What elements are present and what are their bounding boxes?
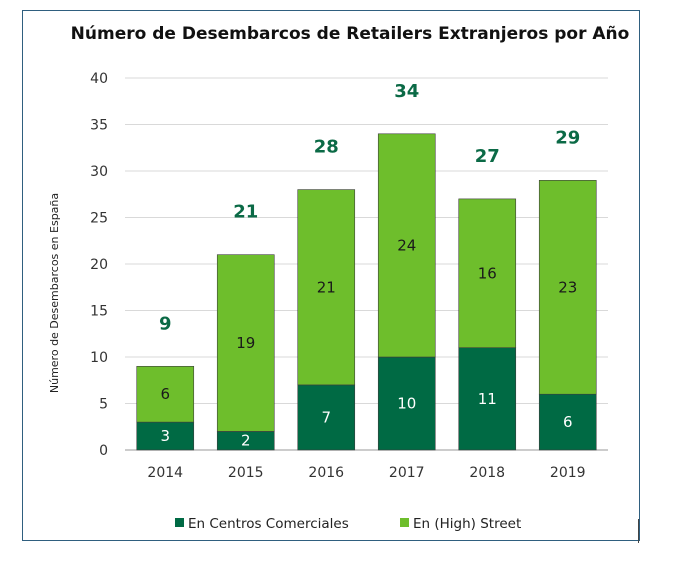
x-tick-label: 2016 [308, 465, 344, 481]
x-tick-label: 2019 [550, 465, 586, 481]
y-tick-label: 0 [99, 443, 108, 459]
x-tick-label: 2014 [147, 465, 183, 481]
x-tick-labels: 2014 2015 2016 2017 2018 2019 [147, 465, 585, 481]
bars: 3 6 9 2 19 21 7 21 28 10 24 34 11 16 27 6 23 29 [136, 81, 597, 451]
data-label-high-street: 23 [558, 278, 577, 296]
legend: En Centros Comerciales En (High) Street [175, 516, 521, 532]
data-label-centros-comerciales: 11 [478, 390, 497, 408]
x-tick-label: 2017 [389, 465, 425, 481]
bar-high-street [216, 254, 275, 432]
legend-label: En (High) Street [413, 516, 521, 532]
data-label-centros-comerciales: 7 [321, 408, 331, 426]
y-tick-label: 15 [90, 304, 108, 320]
total-label: 9 [159, 313, 172, 334]
data-label-high-street: 19 [236, 334, 255, 352]
data-label-high-street: 24 [397, 236, 416, 254]
legend-label: En Centros Comerciales [188, 516, 349, 532]
x-tick-label: 2015 [228, 465, 264, 481]
y-tick-label: 30 [90, 164, 108, 180]
bar-centros-comerciales [136, 421, 195, 451]
bar-high-street [538, 180, 597, 395]
gridlines [125, 77, 608, 451]
bar-high-street [458, 198, 517, 348]
frame-tick-mark [638, 519, 639, 543]
data-label-high-street: 16 [478, 264, 497, 282]
y-tick-label: 40 [90, 71, 108, 87]
legend-swatch [175, 518, 184, 527]
y-axis-label: Número de Desembarcos en España [48, 193, 61, 393]
total-label: 28 [314, 137, 339, 158]
legend-swatch [400, 518, 409, 527]
data-label-high-street: 21 [317, 278, 336, 296]
total-label: 29 [555, 127, 580, 148]
total-label: 21 [233, 202, 258, 223]
bar-high-street [297, 189, 356, 386]
chart-frame [22, 10, 640, 541]
y-tick-label: 5 [99, 397, 108, 413]
y-tick-label: 10 [90, 350, 108, 366]
y-tick-label: 35 [90, 118, 108, 134]
bar-centros-comerciales [538, 393, 597, 451]
chart-title: Número de Desembarcos de Retailers Extra… [71, 24, 630, 44]
bar-high-street [136, 365, 195, 423]
total-label: 34 [394, 81, 419, 102]
y-tick-label: 25 [90, 211, 108, 227]
data-label-centros-comerciales: 10 [397, 395, 416, 413]
bar-centros-comerciales [377, 356, 436, 451]
y-tick-label: 20 [90, 257, 108, 273]
y-tick-labels: 0 5 10 15 20 25 30 35 40 [90, 71, 108, 459]
data-label-centros-comerciales: 6 [563, 413, 573, 431]
data-label-high-street: 6 [160, 385, 170, 403]
bar-high-street [377, 133, 436, 358]
data-label-centros-comerciales: 2 [241, 432, 251, 450]
data-label-centros-comerciales: 3 [160, 427, 170, 445]
x-tick-label: 2018 [469, 465, 505, 481]
total-label: 27 [475, 146, 500, 167]
bar-centros-comerciales [458, 347, 517, 451]
